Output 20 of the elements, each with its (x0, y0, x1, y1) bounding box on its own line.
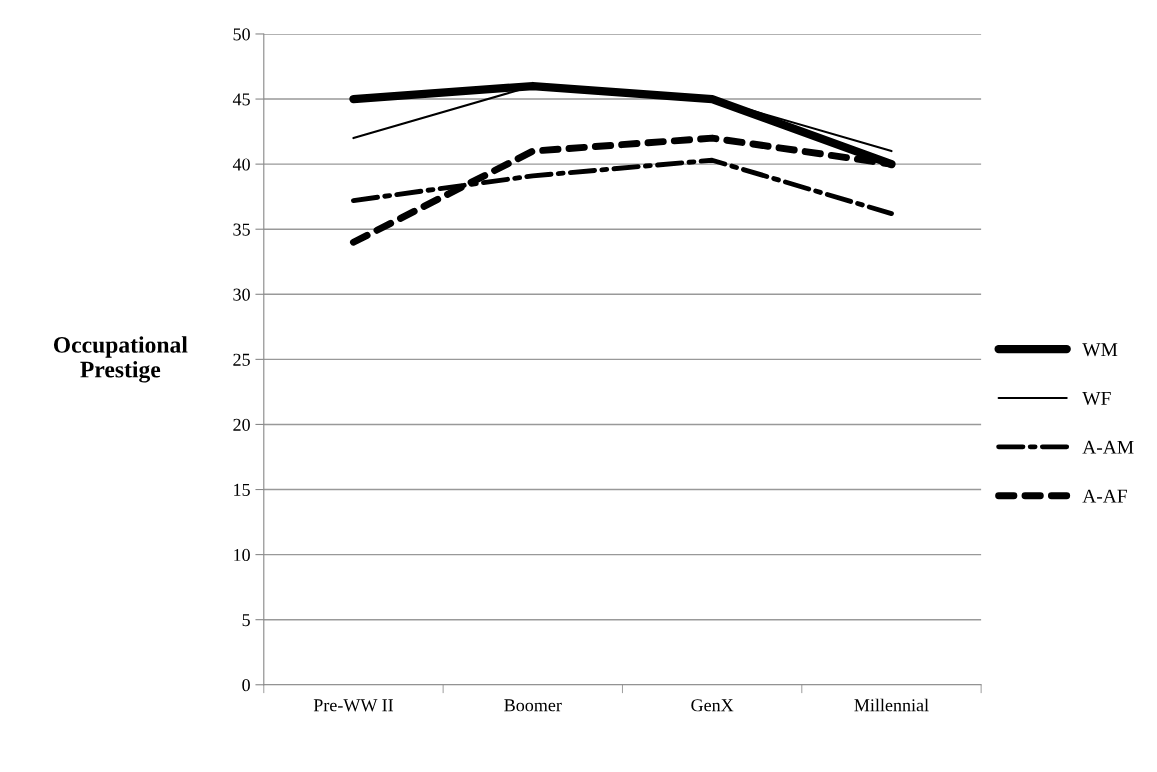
legend-label: A-AM (1082, 440, 1134, 454)
legend-label: WM (1082, 343, 1118, 357)
x-tick-label: Boomer (504, 699, 562, 712)
y-tick-label: 40 (232, 158, 250, 171)
x-tick-label: GenX (691, 699, 734, 712)
legend-label: A-AF (1082, 489, 1127, 503)
y-tick-label: 0 (242, 679, 250, 692)
y-tick-label: 25 (233, 353, 250, 366)
legend-label: WF (1082, 392, 1111, 406)
y-tick-label: 5 (242, 614, 250, 627)
y-tick-label: 30 (233, 288, 250, 301)
y-tick-label: 10 (234, 548, 250, 562)
y-tick-label: 50 (233, 28, 250, 41)
x-tick-label: Millennial (854, 698, 929, 712)
y-tick-label: 35 (233, 223, 250, 236)
y-tick-label: 45 (232, 93, 250, 106)
x-tick-label: Pre-WW II (313, 699, 394, 712)
y-tick-label: 15 (234, 483, 250, 496)
y-axis-title: Occupational Prestige (53, 336, 188, 383)
y-tick-label: 20 (233, 418, 250, 431)
